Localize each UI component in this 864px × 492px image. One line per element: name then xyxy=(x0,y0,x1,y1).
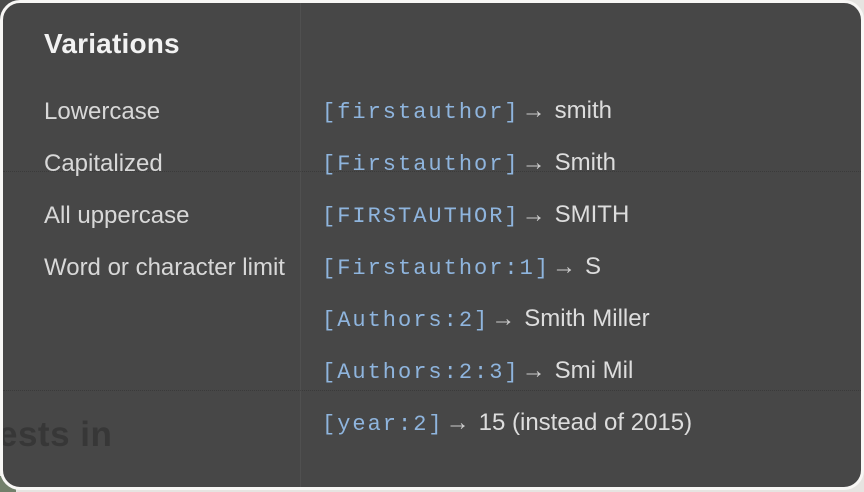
arrow-glyph: → xyxy=(491,305,516,332)
variation-example: [Authors:2:3]→ Smi Mil xyxy=(322,354,841,391)
underlay-dotted-line xyxy=(3,171,861,172)
underlay-dotted-line xyxy=(3,390,861,391)
variation-code: [firstauthor] xyxy=(322,100,520,125)
variation-row-year-2: [year:2]→ 15 (instead of 2015) xyxy=(44,406,841,458)
variation-result: Smi Mil xyxy=(554,357,634,384)
variation-code: [Authors:2:3] xyxy=(322,360,520,385)
arrow-glyph: → xyxy=(445,409,470,436)
arrow-glyph: → xyxy=(521,201,546,228)
panel-title: Variations xyxy=(44,28,180,59)
arrow-glyph: → xyxy=(521,357,546,384)
variation-code: [Firstauthor] xyxy=(322,152,520,177)
underlay-column-divider xyxy=(300,3,301,487)
variation-example: [Authors:2]→ Smith Miller xyxy=(322,302,841,339)
variation-label: Lowercase xyxy=(44,98,161,125)
variation-label: All uppercase xyxy=(44,202,190,229)
variation-result: SMITH xyxy=(554,201,630,228)
variation-row-capitalized: Capitalized [Firstauthor]→ Smith xyxy=(44,146,841,198)
variation-result: 15 (instead of 2015) xyxy=(478,409,693,436)
variation-example: [year:2]→ 15 (instead of 2015) xyxy=(322,406,841,443)
variation-row-char-limit-1: Word or character limit [Firstauthor:1]→… xyxy=(44,250,841,302)
variation-label: Word or character limit xyxy=(44,254,285,281)
variation-code: [Authors:2] xyxy=(322,308,490,333)
variation-code: [FIRSTAUTHOR] xyxy=(322,204,520,229)
variation-result: S xyxy=(585,253,602,280)
arrow-glyph: → xyxy=(521,97,546,124)
variation-label: Capitalized xyxy=(44,150,163,177)
variation-row-authors-2-3: [Authors:2:3]→ Smi Mil xyxy=(44,354,841,406)
variation-example: [firstauthor]→ smith xyxy=(322,94,841,131)
variation-code: [year:2] xyxy=(322,412,444,437)
variation-result: Smith xyxy=(554,149,616,176)
variation-row-uppercase: All uppercase [FIRSTAUTHOR]→ SMITH xyxy=(44,198,841,250)
variation-rows: Lowercase [firstauthor]→ smith Capitalize… xyxy=(44,94,841,458)
variation-code: [Firstauthor:1] xyxy=(322,256,551,281)
variation-result: smith xyxy=(554,97,612,124)
variation-result: Smith Miller xyxy=(524,305,650,332)
variation-row-lowercase: Lowercase [firstauthor]→ smith xyxy=(44,94,841,146)
variation-row-authors-2: [Authors:2]→ Smith Miller xyxy=(44,302,841,354)
variation-example: [Firstauthor:1]→ S xyxy=(322,250,841,287)
panel-content: Variations Lowercase [firstauthor]→ smith… xyxy=(3,3,861,458)
underlay-partial-text: ests in xyxy=(0,415,113,454)
variation-example: [Firstauthor]→ Smith xyxy=(322,146,841,183)
variation-example: [FIRSTAUTHOR]→ SMITH xyxy=(322,198,841,235)
arrow-glyph: → xyxy=(552,253,577,280)
arrow-glyph: → xyxy=(521,149,546,176)
